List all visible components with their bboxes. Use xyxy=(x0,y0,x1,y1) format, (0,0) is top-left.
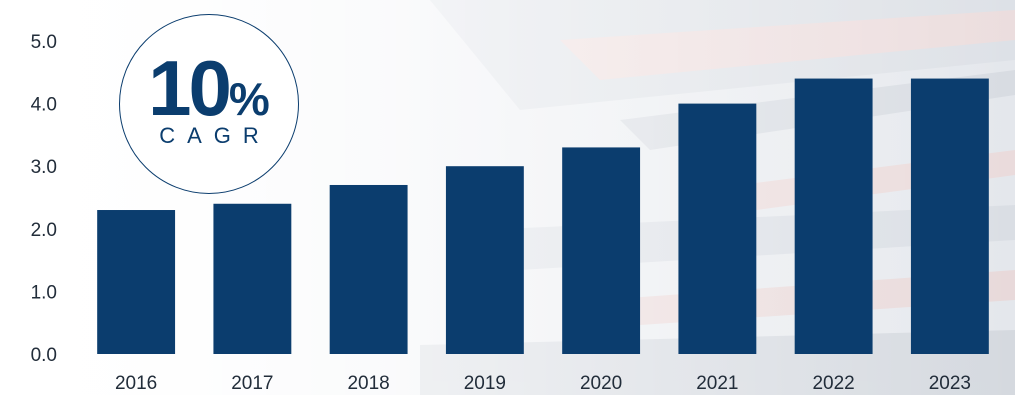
bar-2017 xyxy=(213,203,292,354)
x-tick-label: 2018 xyxy=(347,373,389,394)
y-tick-label: 2.0 xyxy=(31,220,57,241)
bars xyxy=(97,78,989,354)
x-tick-label: 2019 xyxy=(464,373,506,394)
bar-2016 xyxy=(97,210,176,354)
bar-2023 xyxy=(910,78,989,354)
y-tick-label: 3.0 xyxy=(31,157,57,178)
bar-2022 xyxy=(794,78,873,354)
bar-2021 xyxy=(678,103,757,354)
x-tick-label: 2023 xyxy=(929,373,971,394)
bar-2019 xyxy=(445,166,524,354)
cagr-number: 10 xyxy=(148,44,232,132)
y-axis: 0.0 1.0 2.0 3.0 4.0 5.0 xyxy=(31,32,57,366)
x-tick-label: 2021 xyxy=(696,373,738,394)
x-axis: 2016 2017 2018 2019 2020 2021 2022 2023 xyxy=(115,373,971,394)
bar-2018 xyxy=(329,184,408,354)
y-tick-label: 1.0 xyxy=(31,282,57,303)
cagr-value: 10% xyxy=(120,49,298,127)
bar-2020 xyxy=(562,147,641,354)
x-tick-label: 2020 xyxy=(580,373,622,394)
y-tick-label: 4.0 xyxy=(31,95,57,116)
cagr-label: CAGR xyxy=(159,123,271,148)
y-tick-label: 5.0 xyxy=(31,32,57,53)
cagr-badge: 10% CAGR xyxy=(119,14,299,194)
x-tick-label: 2022 xyxy=(812,373,854,394)
cagr-percent: % xyxy=(228,73,270,125)
x-tick-label: 2016 xyxy=(115,373,157,394)
x-tick-label: 2017 xyxy=(231,373,273,394)
y-tick-label: 0.0 xyxy=(31,345,57,366)
